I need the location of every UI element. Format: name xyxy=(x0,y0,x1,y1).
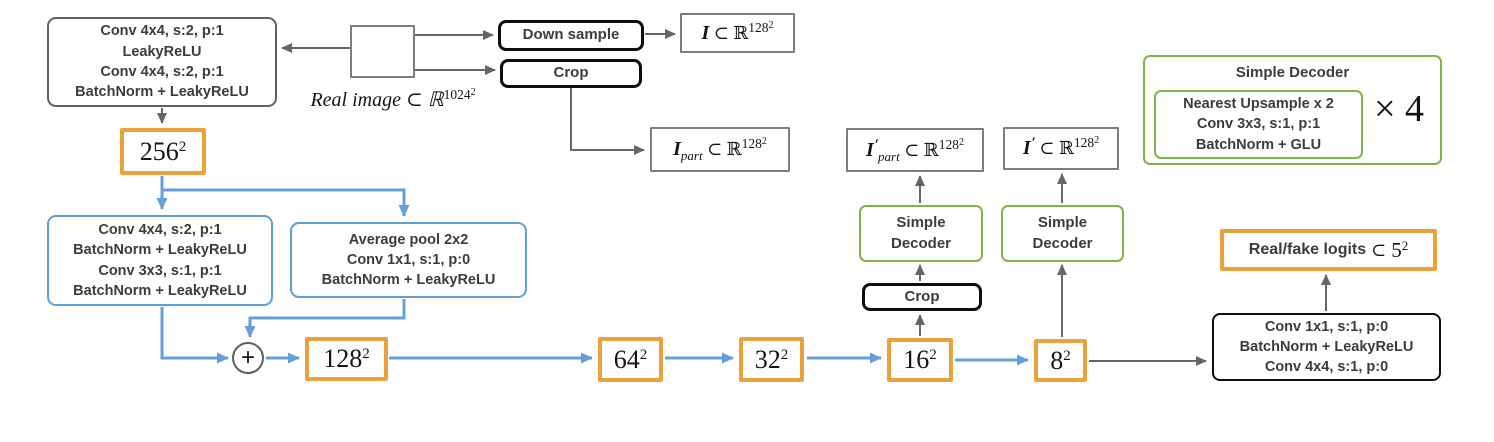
feature-128-value: 128 xyxy=(323,344,363,373)
res-skip-line: Average pool 2x2 xyxy=(348,231,469,248)
logits-base: 5 xyxy=(1391,237,1402,262)
feature-32-value: 32 xyxy=(754,344,781,374)
logits-label: Real/fake logits xyxy=(1248,241,1367,258)
i-part-base: I xyxy=(673,138,681,160)
feature-256-box: 2562 xyxy=(120,128,206,175)
i-prime-box: I′ ⊂ ℝ1282 xyxy=(1003,127,1119,170)
res-main-line: Conv 3x3, s:1, p:1 xyxy=(98,262,222,279)
simple-decoder-detail-title: Simple Decoder xyxy=(1235,64,1350,81)
plus-icon: + xyxy=(240,344,255,371)
res-main-line: BatchNorm + LeakyReLU xyxy=(73,242,247,259)
encoder-head-line: Conv 4x4, s:2, p:1 xyxy=(100,64,224,80)
feature-8-exp: 2 xyxy=(1063,347,1071,364)
res-skip-line: Conv 1x1, s:1, p:0 xyxy=(346,251,471,268)
feature-64-box: 642 xyxy=(598,337,663,382)
i-full-base: I xyxy=(701,21,710,44)
i-prime-prime: ′ xyxy=(1031,135,1036,151)
feature-8-box: 82 xyxy=(1034,339,1087,382)
sum-node: + xyxy=(232,342,264,374)
simple-decoder-part-line: Decoder xyxy=(890,234,952,252)
simple-decoder-detail-line: Nearest Upsample x 2 xyxy=(1183,96,1334,113)
arrow-256-to-resskip xyxy=(162,188,410,217)
i-part-prime-prime: ′ xyxy=(874,136,880,153)
i-part-prime-box: I′part ⊂ ℝ1282 xyxy=(846,128,984,172)
real-image-label-text: Real image ⊂ ℝ xyxy=(310,89,444,111)
res-skip-line: BatchNorm + LeakyReLU xyxy=(321,272,496,289)
res-main-line: BatchNorm + LeakyReLU xyxy=(73,282,247,299)
arrow-resmain-to-sum xyxy=(160,307,229,364)
feature-16-exp: 2 xyxy=(929,347,937,363)
feature-128-box: 1282 xyxy=(305,337,388,381)
encoder-head-line: BatchNorm + LeakyReLU xyxy=(75,84,249,101)
simple-decoder-full-line: Simple xyxy=(1037,214,1088,232)
i-part-prime-set: ⊂ ℝ xyxy=(899,139,939,160)
i-prime-base: I xyxy=(1022,137,1031,159)
i-part-prime-exp-outer: 2 xyxy=(958,136,964,148)
feature-16-box: 162 xyxy=(887,338,953,382)
disc-head-line: BatchNorm + LeakyReLU xyxy=(1239,338,1414,355)
simple-decoder-detail-box: Simple Decoder Nearest Upsample x 2 Conv… xyxy=(1143,55,1442,165)
crop-mid-box: Crop xyxy=(862,283,982,311)
crop-mid-label: Crop xyxy=(904,287,940,305)
logits-box: Real/fake logits ⊂ 52 xyxy=(1220,229,1437,271)
i-part-exp: 128 xyxy=(741,136,762,151)
crop-top-label: Crop xyxy=(553,64,589,82)
i-full-exp: 128 xyxy=(748,19,769,35)
i-full-box: I ⊂ ℝ1282 xyxy=(680,13,795,53)
feature-32-exp: 2 xyxy=(780,346,789,363)
encoder-head-box: Conv 4x4, s:2, p:1 LeakyReLU Conv 4x4, s… xyxy=(47,17,277,107)
simple-decoder-detail-line: BatchNorm + GLU xyxy=(1195,136,1322,153)
encoder-head-line: Conv 4x4, s:2, p:1 xyxy=(100,23,224,40)
res-main-line: Conv 4x4, s:2, p:1 xyxy=(98,221,222,238)
feature-256-exp: 2 xyxy=(178,138,187,155)
res-main-box: Conv 4x4, s:2, p:1 BatchNorm + LeakyReLU… xyxy=(47,215,273,306)
logits-subset-symbol: ⊂ xyxy=(1371,239,1387,260)
simple-decoder-part-line: Simple xyxy=(896,214,946,232)
i-part-prime-exp: 128 xyxy=(938,136,959,152)
decoder-repeat-multiplier: × 4 xyxy=(1374,88,1424,130)
feature-64-value: 64 xyxy=(613,344,640,374)
i-part-box: Ipart ⊂ ℝ1282 xyxy=(650,127,790,172)
i-part-sub: part xyxy=(680,148,703,163)
real-image-label: Real image ⊂ ℝ10242 xyxy=(283,87,503,112)
simple-decoder-full-box: Simple Decoder xyxy=(1001,205,1124,262)
i-part-prime-base: I xyxy=(866,138,874,161)
logits-exp: 2 xyxy=(1401,237,1409,253)
disc-head-line: Conv 1x1, s:1, p:0 xyxy=(1264,318,1389,335)
i-part-exp-outer: 2 xyxy=(761,136,767,147)
simple-decoder-part-box: Simple Decoder xyxy=(859,205,983,262)
i-prime-set: ⊂ ℝ xyxy=(1034,138,1074,158)
i-prime-exp-outer: 2 xyxy=(1094,135,1100,146)
feature-32-box: 322 xyxy=(739,337,804,382)
feature-8-value: 8 xyxy=(1050,345,1064,375)
i-prime-exp: 128 xyxy=(1073,135,1095,150)
simple-decoder-detail-line: Conv 3x3, s:1, p:1 xyxy=(1196,116,1321,133)
i-part-set: ⊂ ℝ xyxy=(702,139,742,159)
disc-head-line: Conv 4x4, s:1, p:0 xyxy=(1264,359,1389,376)
i-full-exp-outer: 2 xyxy=(768,19,774,31)
down-sample-box: Down sample xyxy=(498,20,644,51)
disc-head-box: Conv 1x1, s:1, p:0 BatchNorm + LeakyReLU… xyxy=(1212,313,1441,381)
simple-decoder-full-line: Decoder xyxy=(1032,234,1093,252)
feature-16-value: 16 xyxy=(903,345,930,374)
simple-decoder-detail-inner-box: Nearest Upsample x 2 Conv 3x3, s:1, p:1 … xyxy=(1154,90,1363,159)
arrow-crop-to-ipart xyxy=(570,88,645,155)
crop-top-box: Crop xyxy=(500,59,642,88)
arrow-resskip-to-sum xyxy=(244,299,406,338)
down-sample-label: Down sample xyxy=(522,26,620,44)
real-image-thumbnail xyxy=(350,25,415,78)
real-image-exp: 1024 xyxy=(443,87,471,102)
feature-128-exp: 2 xyxy=(362,346,370,362)
feature-256-value: 256 xyxy=(139,136,179,166)
feature-64-exp: 2 xyxy=(639,346,648,363)
i-part-prime-sub: part xyxy=(878,148,900,164)
res-skip-box: Average pool 2x2 Conv 1x1, s:1, p:0 Batc… xyxy=(290,222,527,298)
encoder-head-line: LeakyReLU xyxy=(122,43,202,60)
real-image-exp-outer: 2 xyxy=(470,87,476,98)
i-full-set: ⊂ ℝ xyxy=(709,22,749,43)
